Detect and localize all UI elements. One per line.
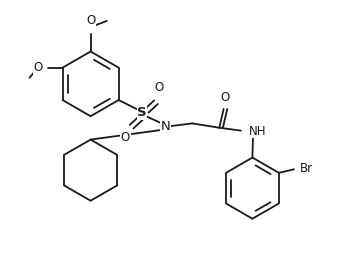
Text: NH: NH — [249, 125, 266, 138]
Text: O: O — [221, 91, 230, 104]
Text: O: O — [154, 81, 163, 94]
Text: O: O — [34, 61, 43, 74]
Text: N: N — [161, 120, 170, 133]
Text: S: S — [137, 106, 147, 119]
Text: Br: Br — [300, 162, 313, 175]
Text: O: O — [121, 131, 130, 144]
Text: O: O — [86, 14, 95, 27]
